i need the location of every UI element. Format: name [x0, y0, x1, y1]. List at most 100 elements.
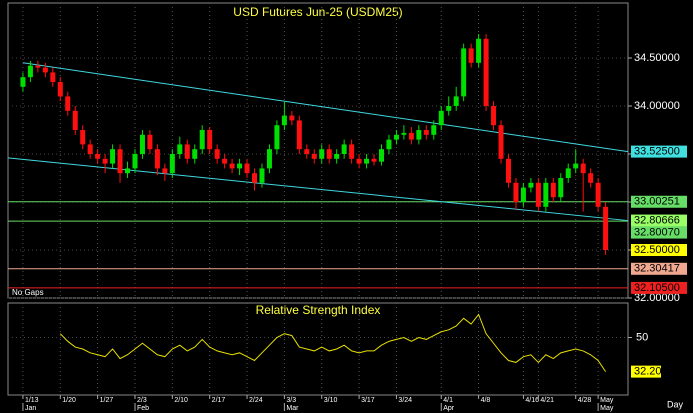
rsi-panel [7, 302, 629, 396]
candle-body [222, 158, 228, 164]
candle-body [244, 163, 250, 174]
candle-body [588, 173, 594, 183]
candle-body [565, 168, 571, 178]
indicator-title: Relative Strength Index [256, 303, 381, 317]
x-tick-label: 3/17 [361, 397, 375, 404]
candle-body [102, 158, 108, 164]
candle-body [117, 149, 123, 174]
x-tick-label: 3/3 [286, 397, 296, 404]
x-tick-label: 3/10 [324, 397, 338, 404]
x-tick-label: 4/8 [481, 397, 491, 404]
candle-body [57, 82, 63, 97]
candle-body [356, 158, 362, 164]
candle-body [20, 77, 26, 87]
candle-body [535, 182, 541, 207]
candle-body [27, 65, 33, 78]
level-label: 32.80666 [634, 214, 680, 226]
level-box [631, 281, 687, 294]
candle-body [296, 120, 302, 150]
candle-body [154, 149, 160, 169]
candle-body [132, 154, 138, 169]
level-box [631, 262, 687, 275]
candle-body [50, 72, 56, 82]
candle-body [520, 187, 526, 202]
candle-body [498, 125, 504, 159]
x-tick-label: 1/20 [62, 397, 76, 404]
candle-body [42, 67, 48, 73]
x-tick-label: 4/1 [443, 397, 453, 404]
candle-body [252, 173, 258, 183]
candle-body [401, 132, 407, 135]
note: No Gaps [12, 288, 44, 297]
candle-body [364, 158, 370, 164]
x-tick-label: May [600, 397, 614, 404]
price-panel [7, 2, 629, 299]
candle-body [289, 115, 295, 121]
rsi-last-label: 32.20 [634, 366, 662, 378]
candle-body [580, 163, 586, 174]
trendline [7, 157, 629, 222]
candle-body [259, 168, 265, 183]
candle-body [199, 130, 205, 150]
candle-body [192, 149, 198, 159]
candle-body [513, 182, 519, 202]
chart-title: USD Futures Jun-25 (USDM25) [233, 5, 402, 19]
candle-body [550, 182, 556, 198]
candle-body [595, 182, 601, 207]
candle-body [311, 154, 317, 159]
candle-body [334, 154, 340, 159]
candle-body [558, 178, 564, 198]
level-label: 33.52500 [634, 146, 680, 158]
candle-body [423, 130, 429, 135]
rsi-line [59, 313, 607, 372]
candle-body [147, 134, 153, 150]
month-label: Apr [443, 405, 455, 412]
x-tick-label: 2/10 [174, 397, 188, 404]
candle-body [386, 139, 392, 150]
candle-body [573, 163, 579, 169]
x-tick-label: 1/13 [25, 397, 39, 404]
candle-body [87, 144, 93, 154]
month-label: Jan [25, 405, 36, 412]
trendline [22, 62, 629, 153]
candle-body [207, 130, 213, 150]
candle-body [371, 158, 377, 162]
candle-body [184, 144, 190, 159]
candle-body [125, 168, 131, 174]
candle-body [214, 149, 220, 159]
candle-body [378, 149, 384, 162]
level-box [631, 244, 687, 256]
level-label: 32.50000 [634, 244, 680, 256]
candle-body [468, 48, 474, 63]
candle-body [438, 110, 444, 126]
candle-body [416, 130, 422, 140]
level-label: 32.10500 [634, 282, 680, 294]
candle-body [543, 182, 549, 207]
x-unit: Day [667, 399, 684, 409]
candle-body [281, 115, 287, 126]
level-label: 33.00251 [634, 196, 680, 208]
y-tick-label: 32.00000 [634, 292, 680, 304]
candle-body [431, 125, 437, 135]
candle-body [237, 163, 243, 169]
candle-body [319, 149, 325, 159]
x-tick-label: 4/16 [525, 397, 539, 404]
candle-body [139, 134, 145, 154]
x-tick-label: 2/24 [249, 397, 263, 404]
month-label: Feb [137, 405, 149, 412]
candle-body [162, 168, 168, 174]
candle-body [65, 96, 71, 111]
candle-body [229, 163, 235, 169]
candle-body [274, 125, 280, 150]
candle-body [483, 38, 489, 106]
candle-body [505, 158, 511, 183]
x-tick-label: 3/24 [398, 397, 412, 404]
level-box [631, 195, 687, 208]
level-label: 32.80070 [634, 226, 680, 238]
candle-body [35, 65, 41, 68]
candle-body [341, 144, 347, 154]
level-box [631, 226, 687, 239]
month-label: Mar [286, 405, 299, 412]
